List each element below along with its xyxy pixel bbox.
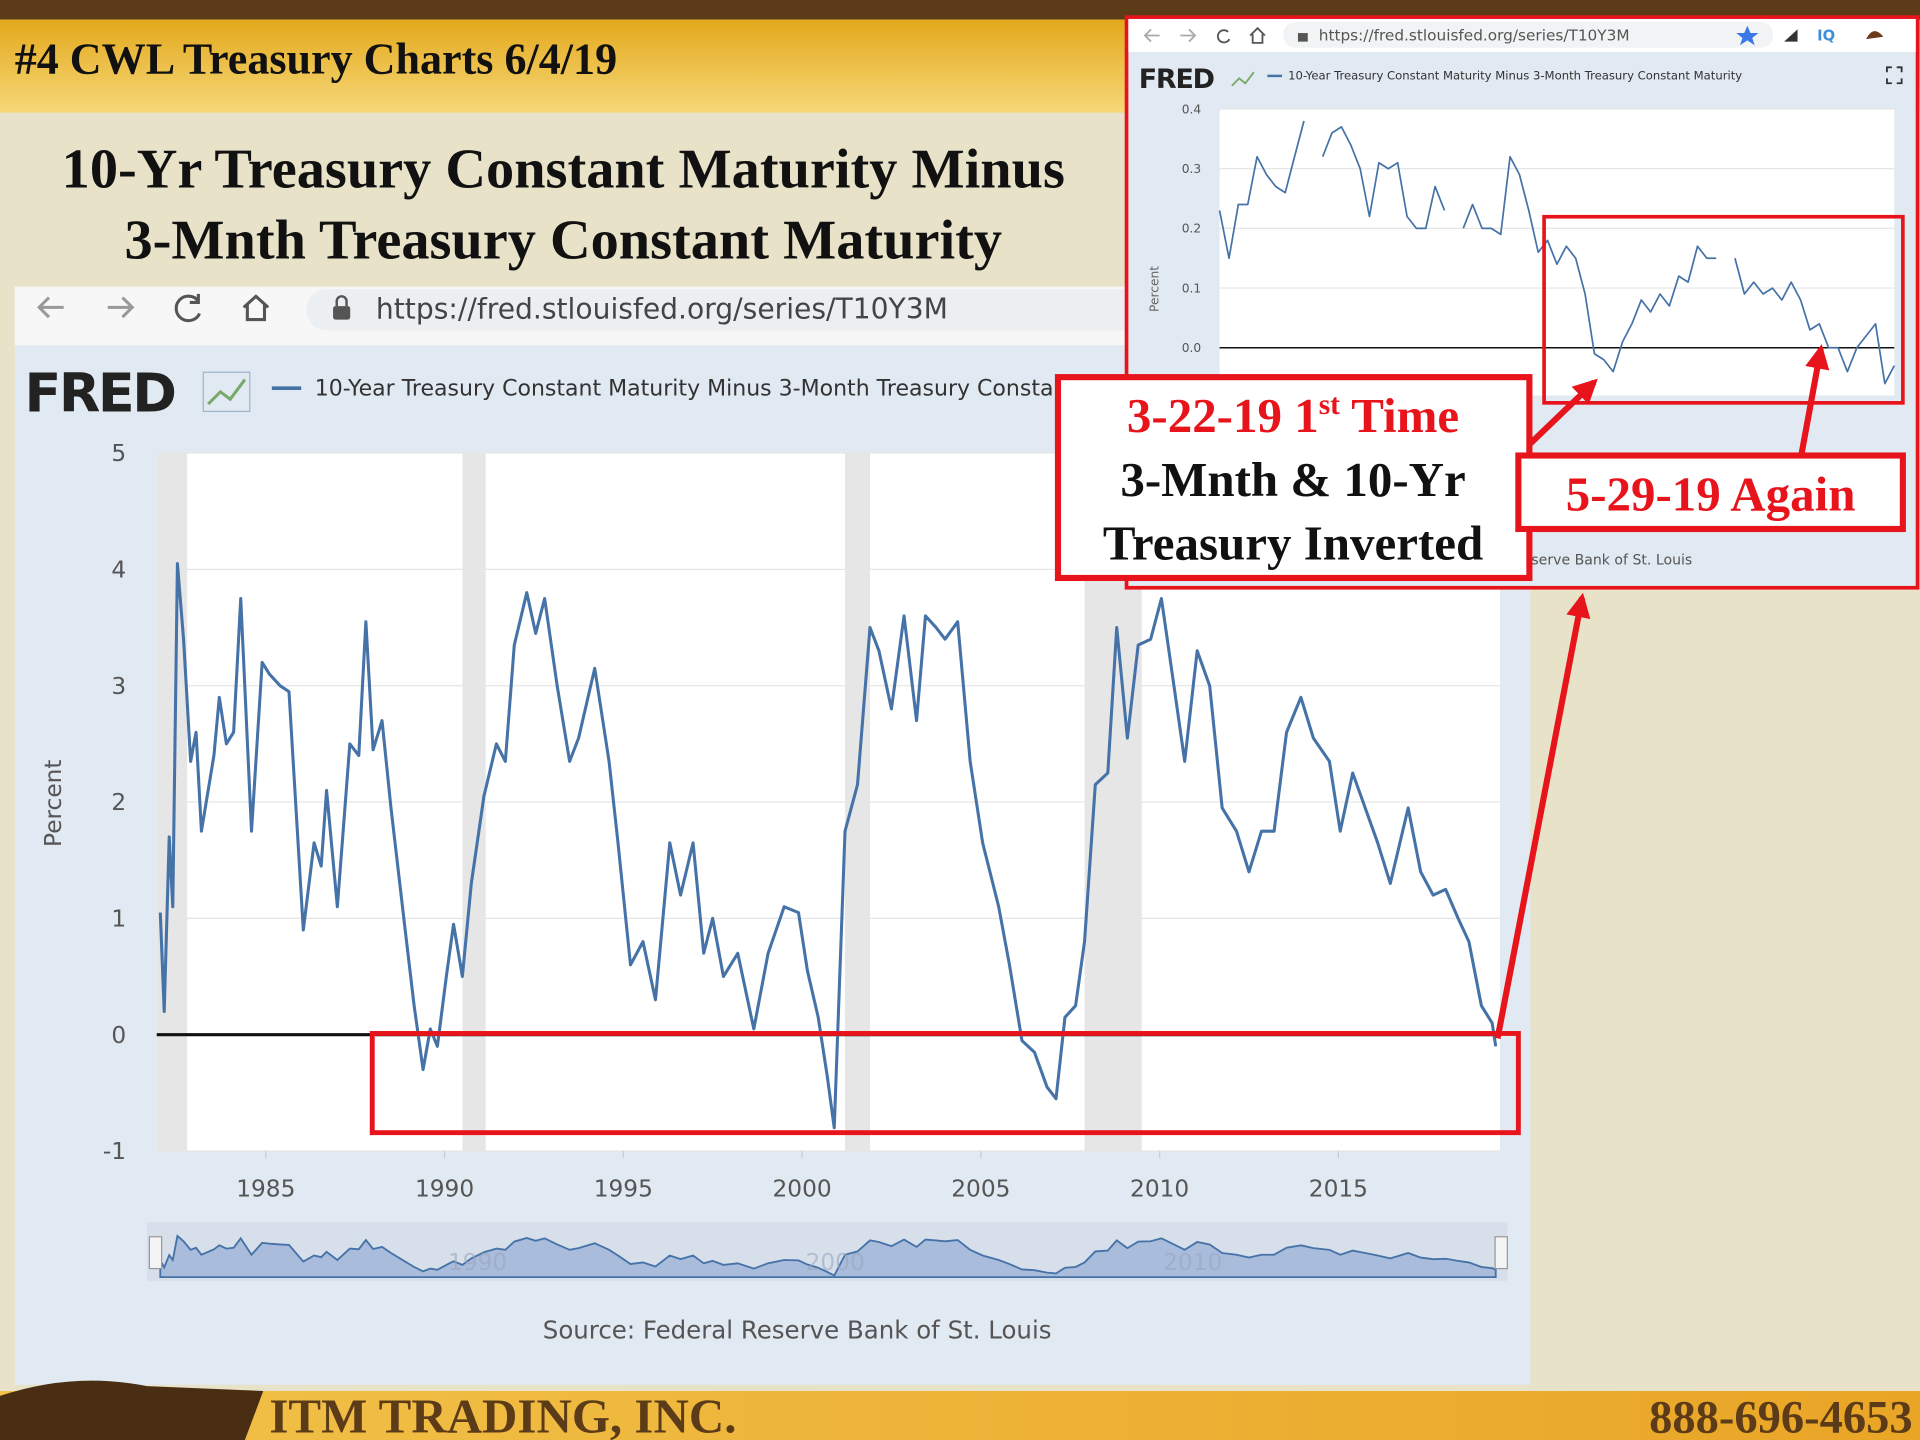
x-tick-label: 2005 bbox=[951, 1175, 1010, 1202]
callout-text: Treasury Inverted bbox=[1103, 516, 1483, 571]
x-tick-label: 2010 bbox=[1130, 1175, 1189, 1202]
callout-box bbox=[1054, 374, 1533, 582]
title-line: 10-Yr Treasury Constant Maturity Minus bbox=[62, 138, 1065, 200]
brand-logo: FRED bbox=[24, 361, 174, 424]
highlight-box bbox=[1542, 214, 1905, 405]
callout-text: 5-29-19 Again bbox=[1566, 467, 1856, 522]
navigator-label: 2010 bbox=[1163, 1249, 1222, 1276]
callout-text: Time bbox=[1340, 388, 1459, 443]
logo-icon bbox=[202, 371, 251, 413]
y-axis-label: Percent bbox=[1147, 266, 1161, 312]
lock-icon bbox=[333, 306, 351, 320]
x-tick-label: 1990 bbox=[415, 1175, 474, 1202]
extension-label[interactable]: IQ bbox=[1817, 27, 1835, 44]
reload-icon bbox=[1216, 29, 1231, 44]
y-tick-label: 0.1 bbox=[1182, 281, 1201, 295]
url-field[interactable] bbox=[1283, 22, 1774, 48]
back-icon bbox=[1143, 28, 1160, 43]
y-tick-label: 0.4 bbox=[1182, 102, 1202, 116]
source: Source: Federal Reserve Bank of St. Loui… bbox=[543, 1315, 1052, 1344]
logo-icon-line bbox=[1231, 71, 1255, 87]
x-tick-label: 2015 bbox=[1309, 1175, 1368, 1202]
highlight-box bbox=[369, 1031, 1521, 1136]
y-tick-label: 0.3 bbox=[1182, 162, 1201, 176]
bookmark-star[interactable] bbox=[1736, 25, 1759, 46]
home-icon bbox=[242, 294, 270, 322]
forward-icon bbox=[1180, 28, 1197, 43]
footer-phone: 888-696-4653 bbox=[1649, 1393, 1913, 1440]
data-line bbox=[158, 562, 1498, 1130]
lock-icon bbox=[1297, 33, 1308, 42]
y-tick-label: -1 bbox=[103, 1138, 126, 1165]
annotations: 3-22-19 1st Time 3-Mnth & 10-Yr Treasury… bbox=[369, 214, 1906, 1136]
reload-icon bbox=[174, 293, 201, 323]
callout-title: 3-22-19 1st Time bbox=[1127, 388, 1459, 443]
arrow bbox=[1528, 378, 1598, 446]
title-line: 3-Mnth Treasury Constant Maturity bbox=[124, 209, 1002, 271]
x-tick-label: 1995 bbox=[594, 1175, 653, 1202]
y-tick-label: 3 bbox=[111, 673, 126, 700]
y-tick-label: 2 bbox=[111, 789, 126, 816]
y-tick-label: 0.0 bbox=[1182, 341, 1201, 355]
footer-band bbox=[0, 1391, 1920, 1440]
navigator-label: 2000 bbox=[806, 1249, 865, 1276]
navigator-area bbox=[159, 1234, 1497, 1279]
fullscreen-icon[interactable] bbox=[1886, 66, 1903, 85]
legend-label: 10-Year Treasury Constant Maturity Minus… bbox=[1288, 69, 1742, 83]
navigator-label: 1990 bbox=[448, 1249, 507, 1276]
callout-superscript: st bbox=[1319, 389, 1340, 421]
arrow bbox=[1494, 592, 1591, 1039]
y-tick-label: 0.2 bbox=[1182, 222, 1201, 236]
forward-icon bbox=[107, 296, 135, 319]
footer-company: ITM TRADING, INC. bbox=[269, 1389, 736, 1440]
y-tick-label: 5 bbox=[111, 440, 126, 467]
y-tick-label: 4 bbox=[111, 557, 126, 584]
home-icon bbox=[1249, 26, 1266, 44]
callout-box bbox=[1515, 452, 1906, 533]
arrow bbox=[1798, 344, 1830, 457]
back-icon bbox=[37, 296, 64, 319]
lock-shackle bbox=[335, 295, 348, 307]
url: https://fred.stlouisfed.org/series/T10Y3… bbox=[1319, 26, 1630, 44]
top-strip bbox=[0, 0, 1920, 20]
y-axis-label: Percent bbox=[40, 760, 67, 847]
x-tick-label: 1985 bbox=[236, 1175, 295, 1202]
data-line bbox=[1218, 120, 1896, 385]
navigator-handle bbox=[148, 1236, 163, 1270]
y-tick-label: 1 bbox=[111, 906, 126, 933]
x-tick-label: 2000 bbox=[773, 1175, 832, 1202]
profile-icon[interactable] bbox=[1866, 31, 1884, 40]
navigator-handle bbox=[1494, 1236, 1508, 1270]
footer-decoration bbox=[0, 1380, 264, 1440]
callout-text: 3-Mnth & 10-Yr bbox=[1120, 452, 1465, 507]
logo-icon-line bbox=[207, 378, 247, 406]
y-tick-label: 0 bbox=[111, 1022, 126, 1049]
brand-logo: FRED bbox=[1139, 64, 1214, 95]
header: #4 CWL Treasury Charts 6/4/19 bbox=[15, 34, 617, 83]
plot-area bbox=[1219, 108, 1895, 396]
url: https://fred.stlouisfed.org/series/T10Y3… bbox=[376, 292, 948, 325]
callout-text: 3-22-19 1 bbox=[1127, 388, 1319, 443]
legend-label: 10-Year Treasury Constant Maturity Minus… bbox=[315, 377, 1175, 402]
